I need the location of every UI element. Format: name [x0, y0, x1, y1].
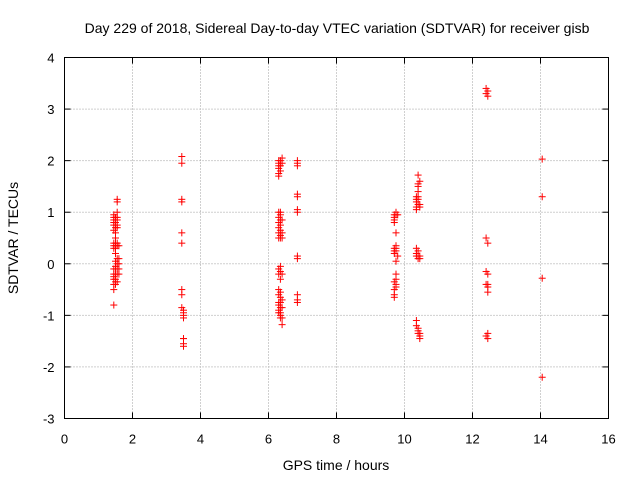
y-tick-label: 3	[47, 102, 54, 117]
data-point	[392, 229, 400, 237]
data-point	[113, 224, 121, 232]
y-tick-label: -2	[43, 360, 55, 375]
data-point	[538, 155, 546, 163]
data-point	[293, 193, 301, 201]
ticks-layer	[64, 57, 609, 419]
x-tick-label: 12	[465, 432, 479, 447]
data-point	[278, 270, 286, 278]
data-point	[392, 257, 400, 265]
x-tick-label: 16	[601, 432, 615, 447]
data-point	[293, 298, 301, 306]
data-point	[416, 335, 424, 343]
data-point	[390, 293, 398, 301]
data-point	[276, 275, 284, 283]
data-point	[293, 162, 301, 170]
data-point	[538, 274, 546, 282]
y-tick-label: 2	[47, 154, 54, 169]
y-tick-label: 4	[47, 51, 54, 66]
data-point	[180, 314, 187, 322]
points-layer	[110, 84, 546, 381]
y-tick-label: 0	[47, 257, 54, 272]
data-point	[416, 255, 424, 263]
data-point	[178, 153, 186, 161]
x-tick-label: 8	[333, 432, 340, 447]
data-point	[275, 172, 283, 180]
x-tick-label: 4	[197, 432, 204, 447]
data-point	[180, 342, 187, 350]
data-point	[110, 301, 118, 309]
x-tick-label: 0	[61, 432, 68, 447]
data-point	[394, 252, 402, 260]
data-point	[178, 159, 186, 167]
data-point	[538, 373, 546, 381]
data-point	[115, 242, 123, 250]
data-point	[178, 229, 186, 237]
data-point	[112, 249, 119, 257]
data-point	[180, 335, 187, 343]
data-point	[178, 198, 186, 206]
data-point	[113, 198, 121, 206]
x-tick-label: 2	[129, 432, 136, 447]
x-tick-label: 6	[265, 432, 272, 447]
data-point	[414, 171, 422, 179]
data-point	[390, 219, 398, 227]
data-point	[278, 321, 286, 329]
data-point	[416, 203, 424, 211]
data-point	[416, 177, 424, 185]
data-point	[278, 296, 286, 304]
data-point	[278, 234, 286, 242]
data-point	[178, 291, 186, 299]
y-tick-label: -3	[43, 412, 55, 427]
data-point	[538, 193, 546, 201]
data-point	[484, 270, 492, 278]
data-point	[482, 234, 490, 242]
data-point	[484, 288, 492, 296]
data-point	[293, 255, 301, 263]
data-point	[392, 247, 400, 255]
data-point	[278, 314, 286, 322]
data-point	[484, 92, 492, 100]
data-point	[278, 304, 286, 312]
y-tick-label: 1	[47, 205, 54, 220]
data-point	[276, 167, 284, 175]
grid-layer	[64, 57, 609, 419]
data-point	[394, 211, 402, 219]
data-point	[293, 208, 301, 216]
data-point	[484, 239, 492, 247]
data-point	[115, 270, 123, 278]
data-point	[484, 335, 492, 343]
y-axis-label: SDTVAR / TECUs	[5, 182, 21, 294]
x-tick-label: 14	[533, 432, 547, 447]
chart-title: Day 229 of 2018, Sidereal Day-to-day VTE…	[85, 20, 590, 36]
data-point	[278, 216, 286, 224]
data-point	[392, 283, 400, 291]
x-axis-label: GPS time / hours	[283, 457, 390, 473]
data-point	[178, 239, 186, 247]
data-point	[278, 159, 286, 167]
data-point	[110, 286, 118, 294]
data-point	[113, 278, 121, 286]
x-tick-label: 10	[397, 432, 411, 447]
y-tick-label: -1	[43, 308, 55, 323]
